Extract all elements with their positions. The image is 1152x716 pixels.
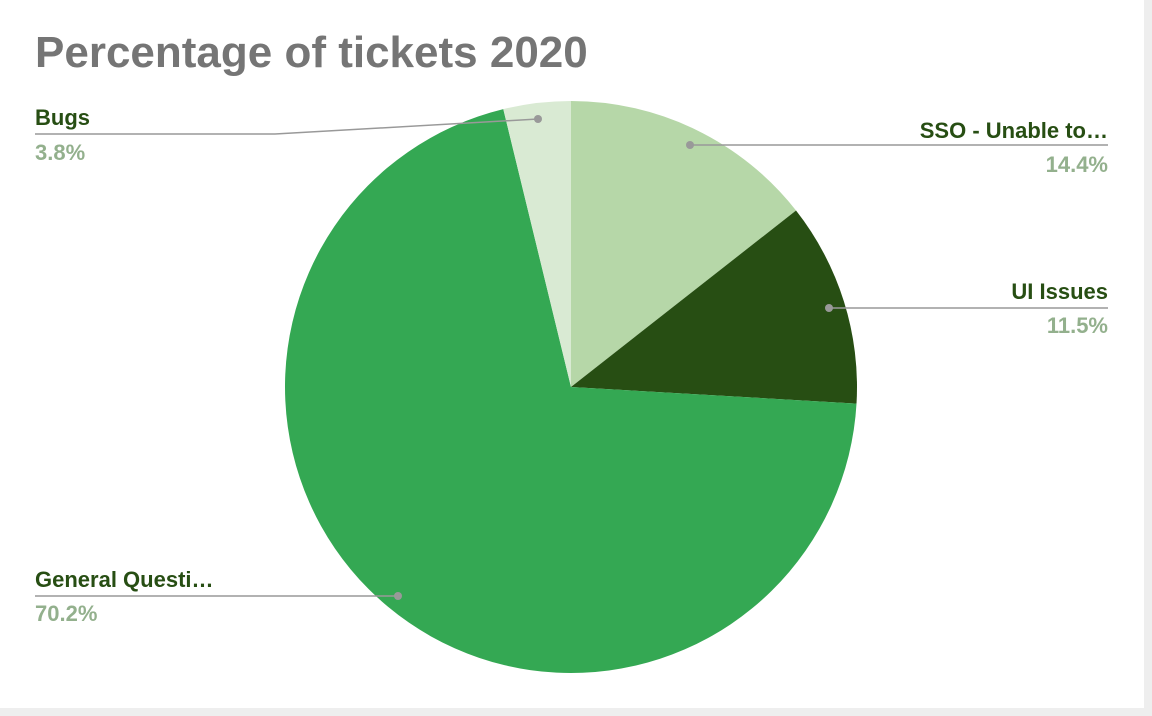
pie-labels: SSO - Unable to… 14.4% UI Issues 11.5% Gener… — [35, 105, 1108, 626]
slice-name-label: General Questi… — [35, 567, 214, 592]
leader-dot — [686, 141, 694, 149]
slice-percent-label: 3.8% — [35, 140, 85, 165]
chart-title: Percentage of tickets 2020 — [35, 28, 588, 77]
slice-percent-label: 11.5% — [1047, 313, 1108, 338]
slice-percent-label: 14.4% — [1046, 152, 1108, 177]
slice-name-label: Bugs — [35, 105, 90, 130]
slice-label-3: General Questi… 70.2% — [35, 567, 402, 626]
slice-name-label: SSO - Unable to… — [920, 118, 1108, 143]
slice-percent-label: 70.2% — [35, 601, 97, 626]
leader-line — [35, 118, 539, 135]
pie-slice-3 — [285, 109, 857, 673]
leader-dot — [534, 115, 542, 123]
leader-dot — [394, 592, 402, 600]
slice-name-label: UI Issues — [1011, 279, 1108, 304]
leader-dot — [825, 304, 833, 312]
pie-slices — [285, 101, 857, 673]
pie-slice-1 — [571, 101, 797, 387]
slice-label-2: UI Issues 11.5% — [825, 279, 1108, 338]
pie-slice-4 — [503, 101, 571, 387]
pie-slice-2 — [571, 210, 857, 404]
slice-label-4: Bugs 3.8% — [35, 105, 542, 165]
slice-label-1: SSO - Unable to… 14.4% — [686, 118, 1108, 177]
